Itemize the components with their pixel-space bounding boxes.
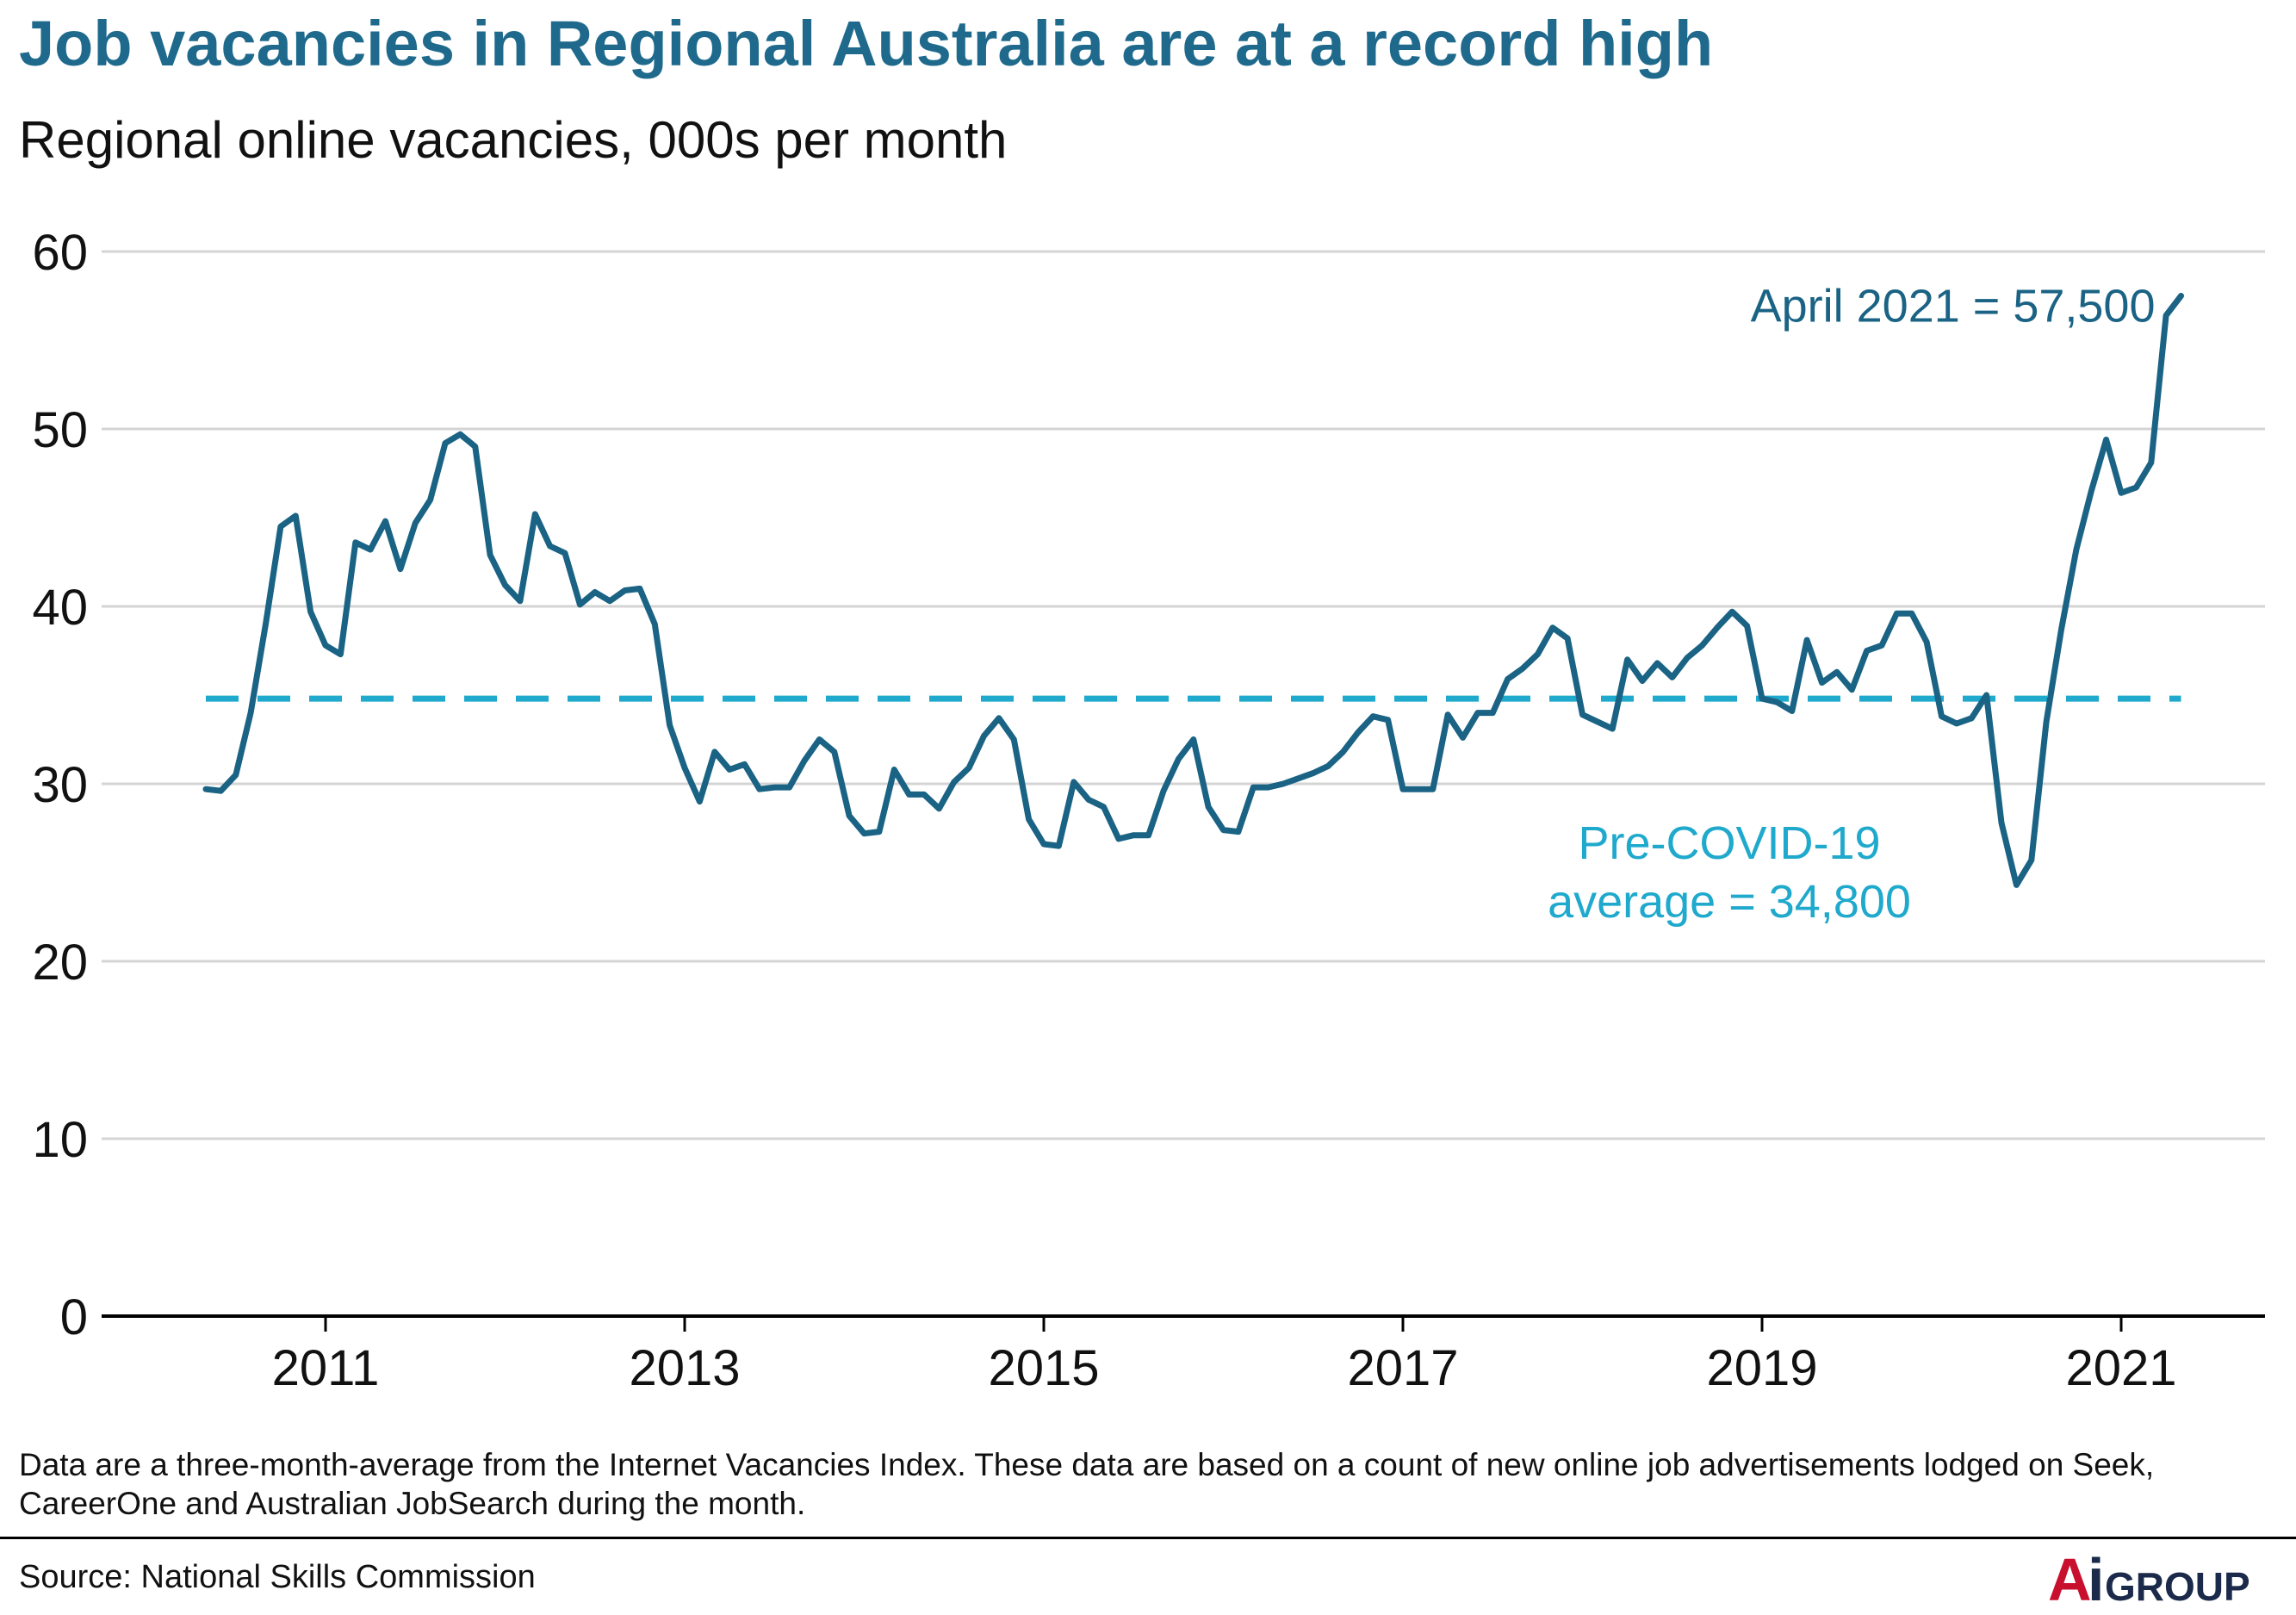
source-text: Source: National Skills Commission — [19, 1559, 536, 1595]
y-tick-label: 40 — [32, 580, 88, 636]
logo-a: A — [2048, 1547, 2092, 1609]
y-tick-label: 30 — [32, 757, 88, 813]
annotations: April 2021 = 57,500 Pre-COVID-19 average =… — [1548, 281, 2155, 929]
average-annotation-line1: Pre-COVID-19 — [1578, 817, 1880, 869]
aigroup-logo: A i GROUP — [2048, 1547, 2250, 1609]
logo-i: i — [2088, 1547, 2104, 1609]
gridlines — [102, 250, 2265, 1140]
x-tick-label: 2021 — [2065, 1340, 2176, 1396]
y-tick-label: 50 — [32, 402, 88, 458]
y-tick-label: 60 — [32, 225, 88, 281]
x-tick-label: 2013 — [629, 1340, 740, 1396]
x-tick-label: 2017 — [1347, 1340, 1458, 1396]
series-line — [202, 293, 2184, 888]
chart-title: Job vacancies in Regional Australia are … — [19, 8, 1714, 79]
series-line-group — [202, 293, 2184, 888]
y-tick-label: 20 — [32, 935, 88, 991]
data-note: Data are a three-month-average from the … — [19, 1447, 2155, 1522]
y-tick-labels: 0 10 20 30 40 50 60 — [32, 225, 88, 1345]
footer-divider — [0, 1537, 2296, 1539]
y-tick-label: 10 — [32, 1112, 88, 1168]
x-tick-label: 2011 — [272, 1340, 380, 1396]
x-axis: 2011 2013 2015 2017 2019 2021 — [102, 1314, 2265, 1396]
latest-value-annotation: April 2021 = 57,500 — [1751, 281, 2156, 332]
x-tick-label: 2015 — [988, 1340, 1099, 1396]
chart-subtitle: Regional online vacancies, 000s per mont… — [19, 111, 1008, 169]
line-chart: 0 10 20 30 40 50 60 2011 2013 2015 2017 2019 2021 A… — [32, 225, 2265, 1396]
x-tick-label: 2019 — [1706, 1340, 1817, 1396]
average-annotation-line2: average = 34,800 — [1548, 876, 1911, 928]
y-tick-label: 0 — [60, 1289, 88, 1345]
logo-group: GROUP — [2105, 1564, 2250, 1609]
